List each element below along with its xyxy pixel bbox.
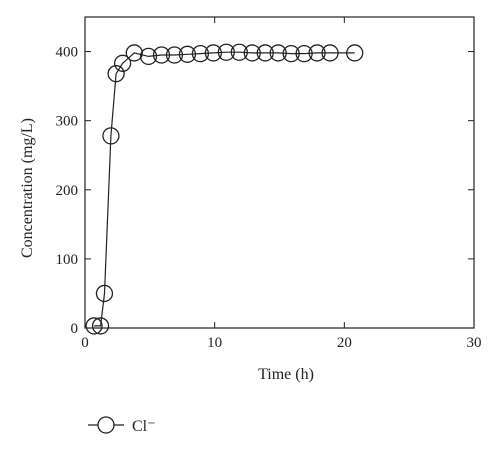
y-axis-label: Concentration (mg/L)	[19, 118, 36, 258]
data-point	[269, 44, 287, 62]
y-tick-label: 100	[56, 252, 79, 268]
data-point	[308, 44, 326, 62]
x-tick-label: 30	[467, 335, 482, 351]
x-tick-label: 20	[337, 335, 352, 351]
data-point	[125, 44, 143, 62]
x-tick-label: 0	[81, 335, 89, 351]
data-point	[165, 46, 184, 64]
data-point	[191, 44, 210, 63]
series-line	[94, 51, 355, 327]
data-point	[178, 45, 197, 63]
data-point	[243, 44, 261, 62]
legend-marker	[97, 416, 115, 434]
plot-frame	[84, 16, 475, 329]
data-point	[95, 284, 114, 303]
y-tick-label: 200	[56, 183, 79, 199]
data-point	[256, 44, 274, 62]
y-tick-label: 0	[71, 321, 79, 337]
series-layer	[85, 43, 364, 335]
plot-area	[84, 16, 475, 329]
data-point	[139, 47, 158, 66]
x-tick-label: 10	[207, 335, 222, 351]
legend-label: Cl⁻	[132, 418, 156, 435]
data-point	[230, 43, 248, 61]
x-axis: 0 10 20 30	[81, 17, 482, 351]
data-point	[91, 317, 110, 335]
data-point	[107, 65, 125, 83]
data-point	[113, 54, 132, 72]
data-point	[282, 44, 300, 63]
y-axis: 0 100 200 300 400	[56, 45, 474, 337]
data-point	[204, 44, 223, 62]
legend: Cl⁻	[88, 416, 156, 435]
data-point	[217, 43, 235, 61]
data-point	[346, 44, 364, 62]
data-point	[321, 44, 339, 62]
y-tick-label: 400	[56, 45, 79, 61]
y-tick-label: 300	[56, 114, 79, 130]
data-point	[102, 127, 120, 145]
x-axis-label: Time (h)	[258, 366, 314, 383]
data-point	[152, 46, 171, 64]
data-point	[85, 317, 103, 335]
data-point	[295, 44, 313, 63]
